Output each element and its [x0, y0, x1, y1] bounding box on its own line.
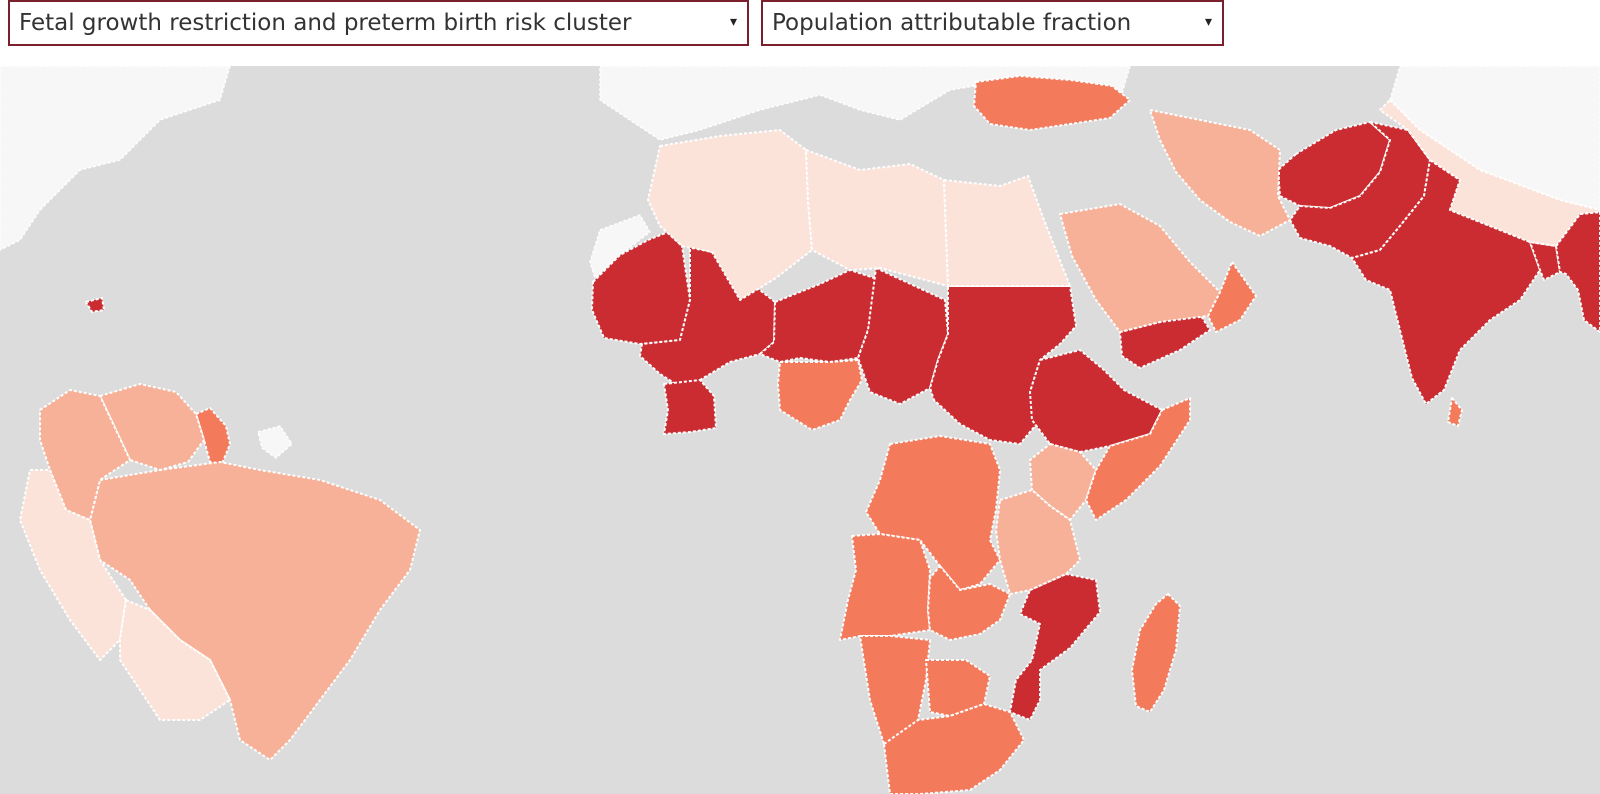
region-niger[interactable]: Niger — [759, 269, 881, 363]
choropleth-map[interactable]: Mauritania Mali Niger Chad Sudan Ethiopi… — [0, 66, 1600, 794]
region-guyana[interactable]: Guyana — [195, 407, 231, 465]
region-sri-lanka[interactable]: Sri Lanka — [1447, 397, 1463, 427]
region-saudi-arabia[interactable]: Saudi Arabia — [1059, 203, 1221, 333]
region-mozambique[interactable]: Mozambique — [1009, 573, 1101, 721]
region-tanzania[interactable]: Tanzania — [995, 489, 1081, 595]
region-peru[interactable]: Peru — [19, 469, 127, 661]
north-america-landmass — [0, 66, 231, 251]
region-iran[interactable]: Iran — [1149, 109, 1291, 237]
region-chad[interactable]: Chad — [857, 267, 949, 405]
region-madagascar[interactable]: Madagascar — [1131, 593, 1181, 713]
region-colombia[interactable]: Colombia — [39, 389, 131, 521]
metric-select[interactable]: Population attributable fraction ▾ — [761, 0, 1224, 46]
map-canvas[interactable]: Mauritania Mali Niger Chad Sudan Ethiopi… — [0, 66, 1600, 794]
region-algeria[interactable]: Algeria — [647, 129, 813, 301]
risk-cluster-select[interactable]: Fetal growth restriction and preterm bir… — [8, 0, 749, 46]
french-guiana-landmass — [257, 425, 293, 459]
region-dr-congo[interactable]: DR Congo — [865, 435, 1001, 591]
risk-cluster-select-value: Fetal growth restriction and preterm bir… — [19, 10, 632, 36]
region-cote-divoire[interactable]: Cote d'Ivoire — [663, 379, 717, 435]
metric-select-value: Population attributable fraction — [772, 10, 1132, 36]
chevron-down-icon: ▾ — [1204, 14, 1212, 30]
region-china[interactable]: China — [1379, 99, 1600, 247]
region-pakistan[interactable]: Pakistan — [1289, 121, 1431, 259]
region-bolivia[interactable]: Bolivia — [119, 599, 231, 721]
region-turkey[interactable]: Turkey — [973, 75, 1131, 131]
map-controls: Fetal growth restriction and preterm bir… — [0, 0, 1600, 66]
region-nigeria[interactable]: Nigeria — [777, 359, 863, 431]
region-egypt[interactable]: Egypt — [943, 175, 1071, 287]
region-haiti[interactable]: Haiti — [85, 297, 105, 313]
chevron-down-icon: ▾ — [729, 14, 737, 30]
region-zambia[interactable]: Zambia — [927, 565, 1011, 641]
region-sudan[interactable]: Sudan — [929, 285, 1077, 445]
region-somalia[interactable]: Somalia — [1085, 397, 1191, 521]
region-angola[interactable]: Angola — [839, 533, 931, 641]
region-brazil[interactable]: Brazil — [89, 461, 421, 761]
region-south-africa[interactable]: South Africa — [883, 703, 1025, 794]
region-libya[interactable]: Libya — [805, 149, 949, 287]
